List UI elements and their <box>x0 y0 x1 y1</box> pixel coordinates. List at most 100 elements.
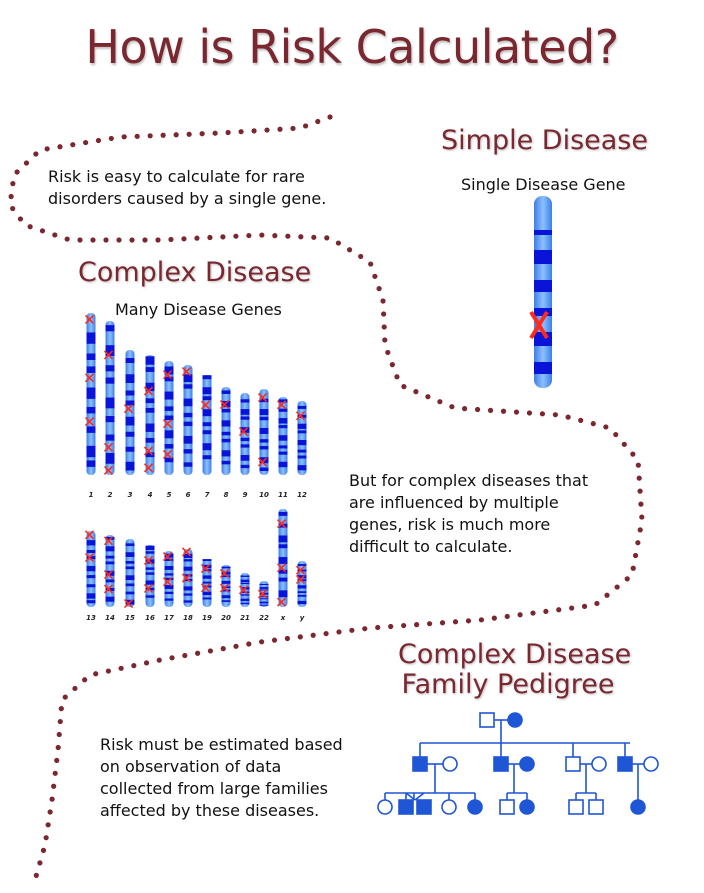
gene-marker-icon <box>219 568 230 578</box>
path-dot <box>220 234 226 240</box>
affected-male-icon <box>493 756 509 772</box>
path-dot <box>284 635 291 642</box>
gene-marker-icon <box>123 599 134 609</box>
path-dot <box>414 622 420 628</box>
path-dot <box>310 632 316 638</box>
chromosome-2 <box>103 321 115 475</box>
path-dot <box>285 233 291 239</box>
path-dot <box>324 235 330 241</box>
path-dot <box>277 126 283 132</box>
path-dot <box>375 624 381 631</box>
path-dot <box>385 349 391 356</box>
path-dot <box>297 634 303 640</box>
chromosome-label: 9 <box>243 491 248 499</box>
path-dot <box>413 389 419 395</box>
disease-marker-icon <box>529 310 549 340</box>
path-dot <box>108 135 114 142</box>
chromosome-label: 17 <box>164 614 174 622</box>
chromosome-label: 10 <box>259 491 269 499</box>
chromosome-label: 7 <box>205 491 210 499</box>
path-dot <box>83 139 89 146</box>
gene-marker-icon <box>143 386 154 396</box>
gene-marker-icon <box>84 553 95 563</box>
gene-marker-icon <box>276 563 287 573</box>
path-dot <box>259 232 265 238</box>
path-dot <box>155 237 161 243</box>
affected-male-icon <box>398 799 414 815</box>
male-icon <box>479 712 495 728</box>
path-dot <box>336 629 342 635</box>
path-dot <box>77 237 83 243</box>
path-dot <box>14 169 20 175</box>
path-dot <box>251 128 257 134</box>
path-dot <box>52 770 58 776</box>
path-dot <box>72 685 78 692</box>
path-dot <box>58 706 64 712</box>
chromosome-label: 4 <box>148 491 153 499</box>
path-dot <box>335 240 342 246</box>
path-dot <box>271 637 278 643</box>
chromosome-label: 2 <box>108 491 113 499</box>
path-dot <box>49 796 55 802</box>
gene-marker-icon <box>219 400 230 410</box>
path-dot <box>526 410 533 416</box>
gene-marker-icon <box>84 416 95 427</box>
gene-marker-icon <box>276 597 287 607</box>
path-dot <box>82 677 88 683</box>
path-dot <box>186 131 192 137</box>
chromosome-label: 16 <box>145 614 155 622</box>
path-dot <box>368 261 374 267</box>
female-icon <box>377 799 393 815</box>
path-dot <box>47 809 53 815</box>
path-dot <box>33 151 39 157</box>
path-dot <box>394 374 400 380</box>
path-dot <box>116 237 122 243</box>
path-dot <box>380 298 386 304</box>
path-dot <box>290 125 296 132</box>
chromosome-19 <box>200 559 212 607</box>
gene-marker-icon <box>219 583 230 593</box>
affected-female-icon <box>507 712 523 728</box>
path-dot <box>637 527 643 533</box>
path-dot <box>134 133 140 139</box>
chromosome-14 <box>103 535 115 607</box>
chromosome-label: 22 <box>259 614 269 622</box>
path-dot <box>425 394 431 400</box>
path-dot <box>621 441 627 447</box>
path-dot <box>346 247 353 253</box>
pedigree-heading-line1: Complex Disease <box>398 639 632 670</box>
path-dot <box>156 657 162 663</box>
path-dot <box>233 233 239 239</box>
path-dot <box>613 431 619 438</box>
gene-marker-icon <box>295 565 306 575</box>
chromosome-13 <box>84 530 96 607</box>
gene-marker-icon <box>143 583 154 593</box>
gene-marker-icon <box>103 442 114 452</box>
path-dot <box>121 134 127 140</box>
gene-marker-icon <box>200 400 211 410</box>
gene-marker-icon <box>143 463 154 473</box>
path-dot <box>491 615 497 621</box>
chromosome-label: 1 <box>89 491 94 499</box>
path-dot <box>129 237 135 243</box>
page-title: How is Risk Calculated? <box>85 20 619 74</box>
path-dot <box>33 872 39 878</box>
path-dot <box>105 668 112 674</box>
gene-marker-icon <box>103 570 114 580</box>
gene-marker-icon <box>103 536 114 546</box>
chromosome-label: y <box>300 614 305 622</box>
gene-marker-icon <box>123 404 134 414</box>
path-dot <box>437 399 443 405</box>
path-dot <box>604 592 610 598</box>
path-dot <box>207 648 214 654</box>
path-dot <box>56 731 62 738</box>
gene-marker-icon <box>200 564 211 574</box>
chromosome-12 <box>295 401 307 475</box>
path-dot <box>169 655 175 661</box>
path-dot <box>358 253 364 260</box>
simple-disease-text: Risk is easy to calculate for rare disor… <box>48 167 327 208</box>
chromosome-6 <box>181 365 193 475</box>
path-dot <box>64 236 70 242</box>
male-icon <box>588 799 604 815</box>
